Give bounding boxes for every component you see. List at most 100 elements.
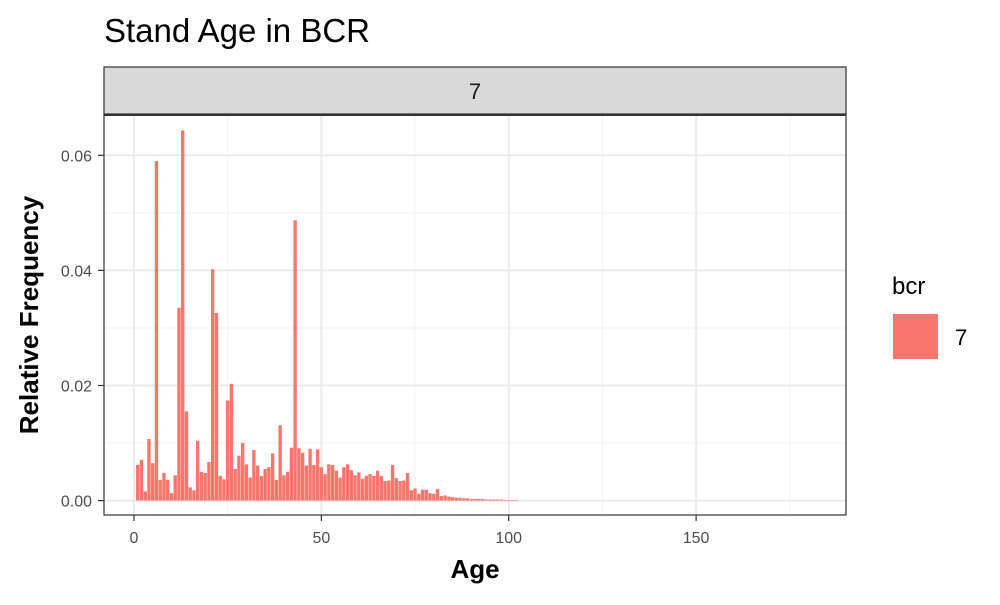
bar	[177, 307, 181, 501]
bar	[297, 448, 301, 501]
bar	[447, 496, 451, 501]
bar	[507, 500, 511, 501]
bar	[315, 449, 320, 501]
bar	[327, 464, 331, 501]
bar	[360, 478, 365, 501]
bar	[364, 475, 369, 501]
bar	[158, 479, 162, 501]
bar	[278, 425, 282, 501]
bar	[398, 481, 402, 501]
bar	[503, 500, 507, 501]
bar	[259, 475, 264, 501]
bar	[428, 493, 432, 501]
bar	[300, 452, 305, 501]
bar	[357, 472, 361, 501]
bar	[147, 439, 151, 501]
bar	[319, 467, 324, 501]
bar	[136, 464, 140, 501]
bar	[409, 490, 413, 501]
bar	[383, 481, 387, 501]
bar	[405, 472, 410, 501]
bar	[458, 497, 462, 501]
y-axis-ticks: 0.00 0.02 0.04 0.06	[61, 148, 104, 511]
bar	[225, 400, 230, 501]
bar	[293, 220, 297, 501]
x-tick-label: 100	[495, 530, 522, 547]
bar	[237, 455, 241, 501]
plot-panel-border	[103, 114, 847, 516]
legend-label: 7	[955, 325, 967, 350]
bar	[372, 475, 376, 501]
bar	[345, 464, 350, 501]
bar	[454, 497, 458, 501]
bar	[199, 471, 204, 501]
bar	[330, 464, 335, 501]
bar	[267, 467, 271, 501]
bar	[480, 498, 485, 501]
bar	[282, 475, 286, 501]
x-axis-ticks: 0 50 100 150	[130, 515, 710, 547]
bar	[169, 493, 174, 501]
facet-strip-label: 7	[469, 79, 481, 104]
bar	[379, 475, 383, 501]
x-tick-label: 0	[130, 530, 139, 547]
bar	[514, 500, 518, 501]
bar	[181, 130, 185, 501]
bar	[342, 467, 346, 501]
bar	[492, 499, 496, 501]
bar	[439, 496, 443, 501]
legend-title: bcr	[892, 273, 925, 300]
bar	[450, 497, 455, 501]
bar	[192, 490, 196, 501]
bar	[210, 269, 215, 501]
bar	[510, 500, 515, 501]
bar	[375, 470, 380, 501]
bar	[162, 472, 166, 501]
bar	[338, 477, 342, 501]
bar	[151, 463, 155, 501]
y-tick-label: 0.02	[61, 379, 92, 396]
bar	[349, 470, 354, 501]
bar	[390, 464, 395, 501]
bar	[420, 489, 425, 501]
bar	[222, 479, 226, 501]
bar	[154, 161, 159, 501]
bar	[424, 489, 428, 501]
bar	[368, 474, 372, 501]
legend-key	[893, 314, 938, 359]
grid-lines	[104, 115, 846, 515]
bar	[244, 464, 249, 501]
bar	[477, 498, 481, 501]
x-tick-label: 150	[683, 530, 710, 547]
bar	[263, 468, 267, 501]
y-axis-title: Relative Frequency	[14, 195, 44, 434]
bar	[469, 498, 473, 501]
bar	[214, 312, 219, 501]
bar	[139, 459, 144, 501]
facet-strip	[103, 66, 847, 115]
bar	[387, 480, 391, 501]
x-axis-title: Age	[450, 554, 499, 584]
bar	[465, 498, 470, 501]
bar	[188, 487, 192, 501]
bar	[413, 488, 417, 501]
bar	[432, 493, 436, 501]
bar	[184, 411, 189, 501]
bar	[173, 475, 177, 501]
bar	[488, 499, 492, 501]
y-tick-label: 0.00	[61, 494, 92, 511]
bar	[402, 480, 406, 501]
bar	[323, 474, 327, 501]
bar	[166, 479, 170, 501]
bar	[218, 475, 222, 501]
bar	[252, 449, 256, 501]
bar	[255, 465, 260, 501]
bars	[136, 130, 518, 501]
bar	[473, 498, 477, 501]
bar	[233, 468, 237, 501]
bar	[229, 383, 234, 501]
bar	[143, 491, 147, 501]
y-tick-label: 0.06	[61, 148, 92, 165]
bar	[484, 499, 488, 501]
